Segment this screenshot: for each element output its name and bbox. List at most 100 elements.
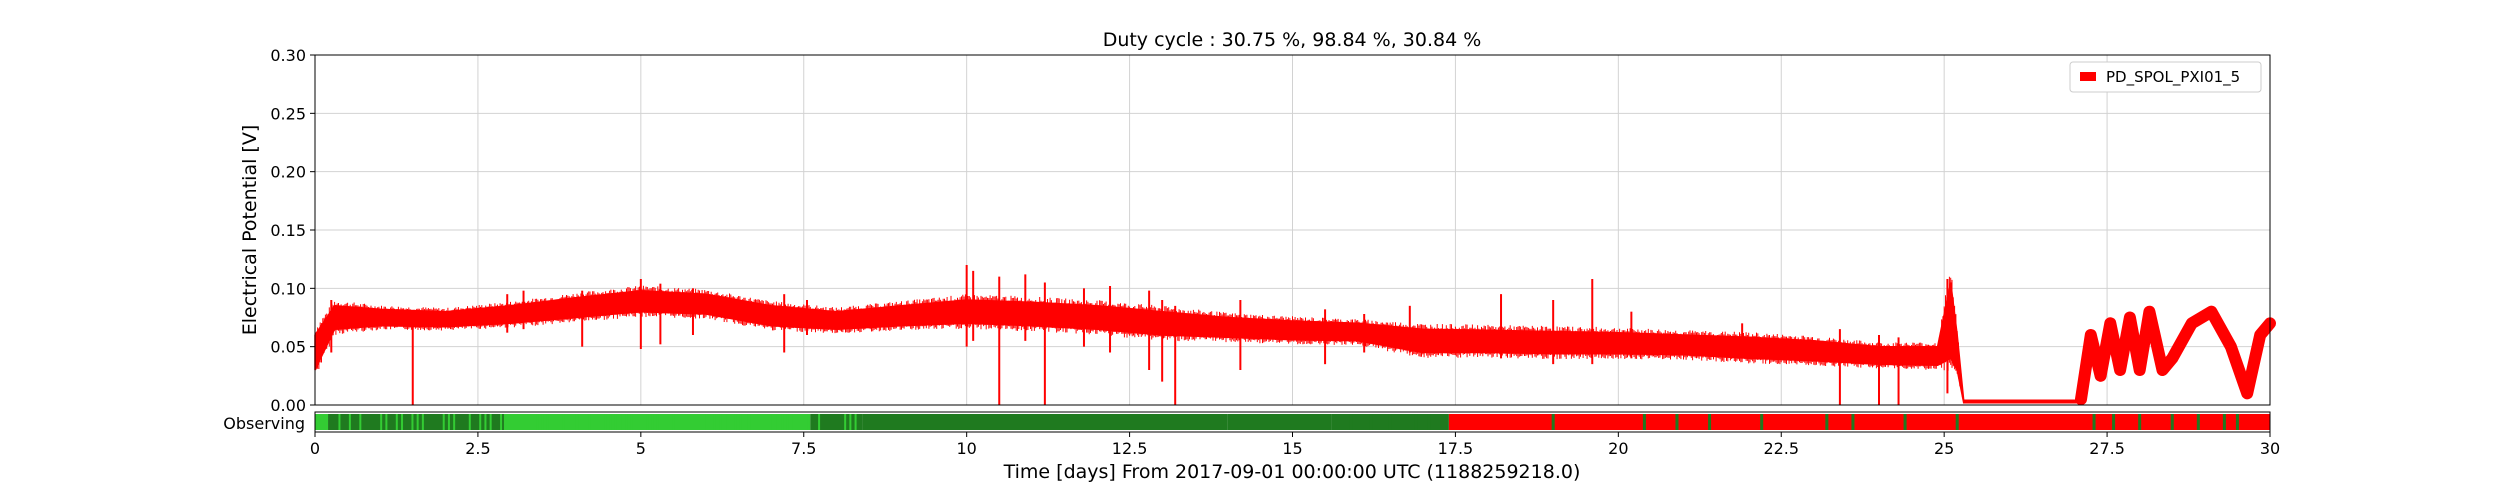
state-texture	[792, 414, 795, 430]
series-0-curve	[2075, 305, 2276, 406]
state-tick-12	[1903, 414, 1907, 430]
state-texture	[348, 414, 351, 430]
state-tick-20	[2235, 414, 2239, 430]
state-texture	[771, 414, 774, 430]
legend-box	[2069, 61, 2262, 93]
state-tick-8	[1708, 414, 1712, 430]
state-tick-6	[1642, 414, 1646, 430]
state-texture	[609, 414, 612, 430]
state-texture	[745, 414, 748, 430]
state-texture	[453, 414, 456, 430]
state-texture	[484, 414, 487, 430]
state-texture	[786, 414, 789, 430]
state-tick-10	[1825, 414, 1829, 430]
state-texture	[411, 414, 414, 430]
state-texture	[489, 414, 492, 430]
state-texture	[359, 414, 362, 430]
x-tick-label-6: 15	[1282, 439, 1302, 458]
state-texture	[447, 414, 450, 430]
state-tick-16	[2138, 414, 2142, 430]
state-bar	[314, 411, 2271, 433]
state-texture	[703, 414, 706, 430]
state-texture	[656, 414, 659, 430]
state-segment-0	[315, 414, 329, 430]
state-tick-19	[2222, 414, 2226, 430]
state-texture	[338, 414, 341, 430]
state-segment-4	[862, 414, 1228, 430]
state-texture	[562, 414, 565, 430]
state-segment-5	[1227, 414, 1332, 430]
state-texture	[578, 414, 581, 430]
state-texture	[844, 414, 847, 430]
state-tick-4	[1427, 414, 1431, 430]
state-texture	[739, 414, 742, 430]
state-texture	[646, 414, 649, 430]
state-tick-2	[1388, 414, 1392, 430]
state-tick-14	[2092, 414, 2096, 430]
state-tick-9	[1760, 414, 1764, 430]
y-tick-label-4: 0.20	[270, 163, 306, 182]
state-texture	[713, 414, 716, 430]
state-tick-11	[1851, 414, 1855, 430]
state-texture	[619, 414, 622, 430]
state-texture	[781, 414, 784, 430]
state-texture	[380, 414, 383, 430]
state-texture	[734, 414, 737, 430]
legend-swatch	[2080, 72, 2096, 81]
x-tick-label-10: 25	[1934, 439, 1954, 458]
state-texture	[541, 414, 544, 430]
state-texture	[573, 414, 576, 430]
state-tick-5	[1551, 414, 1555, 430]
state-texture	[416, 414, 419, 430]
y-tick-label-0: 0.00	[270, 396, 306, 415]
x-tick-label-1: 2.5	[465, 439, 490, 458]
state-texture	[818, 414, 821, 430]
x-tick-label-11: 27.5	[2089, 439, 2125, 458]
x-tick-label-3: 7.5	[791, 439, 816, 458]
y-tick-label-1: 0.05	[270, 338, 306, 357]
x-tick-label-9: 22.5	[1763, 439, 1799, 458]
state-texture	[776, 414, 779, 430]
x-tick-label-4: 10	[956, 439, 976, 458]
y-tick-label-3: 0.15	[270, 221, 306, 240]
state-segment-1	[328, 414, 504, 430]
state-tick-3	[1414, 414, 1418, 430]
x-tick-label-12: 30	[2260, 439, 2280, 458]
state-texture	[468, 414, 471, 430]
state-texture	[536, 414, 539, 430]
state-texture	[401, 414, 404, 430]
y-tick-label-2: 0.10	[270, 279, 306, 298]
state-texture	[479, 414, 482, 430]
state-texture	[385, 414, 388, 430]
state-texture	[421, 414, 424, 430]
state-texture	[442, 414, 445, 430]
x-tick-label-2: 5	[636, 439, 646, 458]
state-texture	[672, 414, 675, 430]
x-axis-label: Time [days] From 2017-09-01 00:00:00 UTC…	[1003, 461, 1581, 483]
state-texture	[546, 414, 549, 430]
x-ticks: 0 2.5 5 7.5 10 12.5 15 17.5 20 22.5 25 27.5 30	[310, 432, 2280, 458]
y-axis-label: Electrical Potential [V]	[239, 125, 261, 335]
state-texture	[395, 414, 398, 430]
state-tick-0	[1349, 414, 1353, 430]
y-ticks: 0.00 0.05 0.10 0.15 0.20 0.25 0.30	[270, 46, 315, 415]
state-texture	[614, 414, 617, 430]
state-tick-7	[1675, 414, 1679, 430]
x-tick-label-7: 17.5	[1438, 439, 1474, 458]
state-texture	[651, 414, 654, 430]
state-texture	[604, 414, 607, 430]
state-bar-label: Observing	[223, 414, 305, 433]
y-tick-label-5: 0.25	[270, 104, 306, 123]
state-texture	[719, 414, 722, 430]
state-texture	[849, 414, 852, 430]
state-segment-7	[1448, 414, 2270, 430]
legend-entry-label: PD_SPOL_PXI01_5	[2106, 68, 2240, 87]
state-texture	[854, 414, 857, 430]
state-texture	[500, 414, 503, 430]
y-tick-label-6: 0.30	[270, 46, 306, 65]
x-tick-label-8: 20	[1608, 439, 1628, 458]
state-texture	[724, 414, 727, 430]
state-tick-15	[2112, 414, 2116, 430]
state-texture	[750, 414, 753, 430]
